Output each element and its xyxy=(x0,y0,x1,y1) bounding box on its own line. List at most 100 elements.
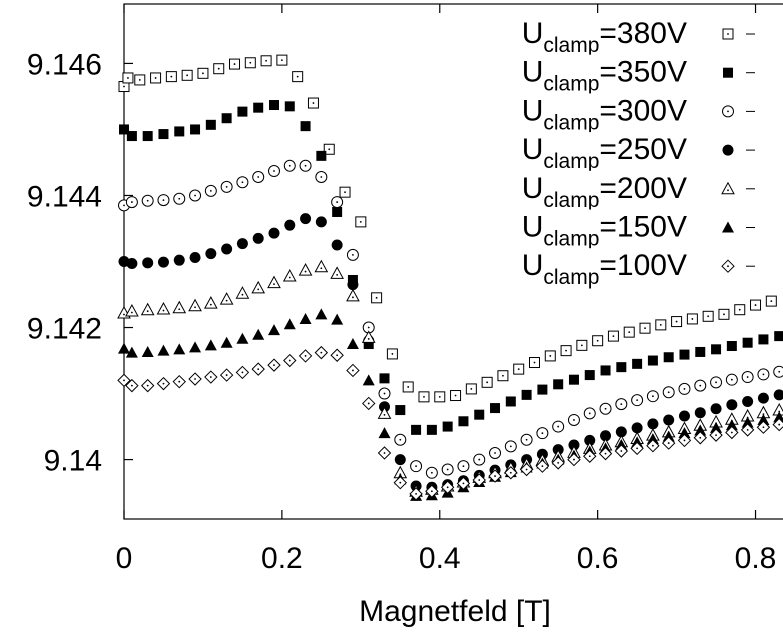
marker-dot xyxy=(209,303,212,306)
marker-dot xyxy=(391,353,394,355)
data-point xyxy=(188,298,202,312)
marker-dot xyxy=(486,381,489,384)
marker-shape xyxy=(678,427,691,439)
marker-shape xyxy=(315,308,328,320)
data-point xyxy=(560,345,572,357)
legend-label: Uclamp=380V xyxy=(522,17,687,57)
data-point xyxy=(757,368,770,381)
series-0 xyxy=(118,54,777,403)
marker-dot xyxy=(257,176,260,178)
marker-dot xyxy=(265,59,267,62)
data-point xyxy=(347,279,359,291)
marker-dot xyxy=(612,335,615,338)
data-point xyxy=(361,330,376,343)
marker-shape xyxy=(221,113,232,124)
marker-shape xyxy=(204,339,217,351)
marker-dot xyxy=(727,110,729,113)
marker-shape xyxy=(141,345,154,357)
legend-label-main: U xyxy=(522,56,544,89)
marker-dot xyxy=(154,77,157,79)
marker-shape xyxy=(678,410,690,422)
data-point xyxy=(174,126,185,137)
marker-dot xyxy=(430,490,433,493)
marker-shape xyxy=(568,439,580,451)
data-point xyxy=(757,392,769,404)
marker-shape xyxy=(726,341,737,352)
data-point xyxy=(219,292,234,305)
data-point xyxy=(394,433,407,446)
marker-dot xyxy=(699,436,702,439)
marker-shape xyxy=(710,421,723,433)
data-point xyxy=(402,381,414,393)
marker-dot xyxy=(130,384,133,387)
marker-dot xyxy=(715,381,717,384)
marker-dot xyxy=(683,388,686,390)
marker-dot xyxy=(233,63,236,65)
marker-dot xyxy=(588,455,591,458)
data-point xyxy=(236,238,248,250)
marker-dot xyxy=(438,395,441,398)
data-point xyxy=(772,417,783,432)
legend-background xyxy=(476,132,741,173)
marker-dot xyxy=(367,326,370,329)
data-point xyxy=(126,131,137,142)
legend-marker xyxy=(722,105,734,118)
series-1 xyxy=(119,100,783,435)
data-point xyxy=(725,373,738,386)
data-point xyxy=(268,227,280,239)
x-tick-label: 0.8 xyxy=(735,542,777,575)
marker-dot xyxy=(344,191,346,194)
data-point xyxy=(355,216,367,228)
marker-shape xyxy=(300,213,312,225)
marker-dot xyxy=(557,425,560,428)
marker-dot xyxy=(620,450,623,452)
marker-dot xyxy=(525,468,528,471)
data-point xyxy=(567,413,580,426)
legend-label-main: U xyxy=(522,133,544,166)
marker-shape xyxy=(361,330,376,343)
marker-dot xyxy=(727,189,729,192)
marker-dot xyxy=(336,354,339,357)
marker-shape xyxy=(267,324,280,336)
data-point xyxy=(267,324,280,336)
data-point xyxy=(474,409,485,420)
data-point xyxy=(323,143,335,155)
marker-shape xyxy=(142,131,153,142)
data-point xyxy=(205,119,216,130)
data-point xyxy=(378,427,391,439)
legend-marker xyxy=(722,221,734,233)
marker-shape xyxy=(722,144,734,156)
marker-shape xyxy=(772,417,783,432)
marker-shape xyxy=(268,100,279,111)
legend-label: Uclamp=100V xyxy=(522,249,687,289)
marker-shape xyxy=(695,346,706,357)
marker-dot xyxy=(509,471,512,474)
data-point xyxy=(300,121,311,132)
data-point xyxy=(126,257,138,269)
marker-dot xyxy=(683,439,686,442)
data-point xyxy=(756,420,771,434)
marker-shape xyxy=(584,370,595,381)
marker-shape xyxy=(741,416,754,428)
data-point xyxy=(181,69,193,81)
legend-label: Uclamp=350V xyxy=(522,56,687,96)
marker-shape xyxy=(710,403,722,415)
marker-dot xyxy=(762,373,765,376)
marker-dot xyxy=(241,293,244,296)
data-point xyxy=(473,453,486,466)
data-point xyxy=(662,386,675,399)
data-point xyxy=(725,425,739,440)
marker-dot xyxy=(336,273,339,276)
marker-shape xyxy=(189,341,202,353)
legend-label-tail: =150V xyxy=(599,211,687,244)
marker-shape xyxy=(395,405,406,416)
legend-label-sub: clamp xyxy=(543,73,599,96)
marker-dot xyxy=(573,419,575,421)
marker-dot xyxy=(588,412,591,415)
legend-label-sub: clamp xyxy=(543,34,599,57)
marker-shape xyxy=(125,346,138,358)
data-point xyxy=(157,256,169,268)
marker-shape xyxy=(631,422,643,434)
marker-dot xyxy=(636,399,639,402)
